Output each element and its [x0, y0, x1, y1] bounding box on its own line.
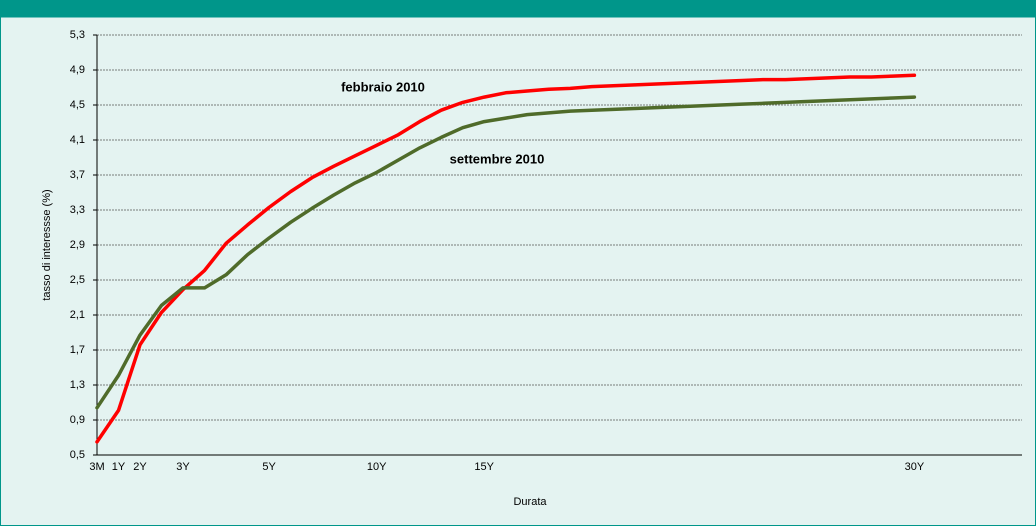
- y-tick-label: 2,1: [70, 309, 85, 321]
- y-tick-label: 2,9: [70, 239, 85, 251]
- x-tick-label: 10Y: [367, 461, 387, 473]
- y-tick-label: 3,7: [70, 169, 85, 181]
- y-tick-label: 3,3: [70, 204, 85, 216]
- y-tick-label: 0,5: [70, 449, 85, 461]
- x-tick-label: 3M: [89, 461, 104, 473]
- x-tick-label: 30Y: [905, 461, 925, 473]
- y-tick-label: 4,1: [70, 134, 85, 146]
- y-axis-label: tasso di interessse (%): [41, 189, 53, 300]
- y-tick-label: 4,5: [70, 99, 85, 111]
- series-label: settembre 2010: [450, 151, 545, 166]
- x-tick-label: 1Y: [112, 461, 126, 473]
- x-tick-label: 3Y: [176, 461, 190, 473]
- x-tick-label: 15Y: [474, 461, 494, 473]
- y-tick-label: 1,3: [70, 379, 85, 391]
- x-axis-label: Durata: [513, 496, 547, 508]
- x-tick-label: 5Y: [262, 461, 276, 473]
- y-tick-label: 2,5: [70, 274, 85, 286]
- y-tick-label: 5,3: [70, 29, 85, 41]
- x-tick-label: 2Y: [133, 461, 147, 473]
- series-label: febbraio 2010: [341, 79, 425, 94]
- y-tick-label: 0,9: [70, 414, 85, 426]
- series-line: [95, 95, 917, 410]
- panel: [0, 16, 1036, 526]
- y-tick-label: 1,7: [70, 344, 85, 356]
- y-tick-label: 4,9: [70, 64, 85, 76]
- header-bar: [0, 0, 1036, 17]
- series-line: [95, 73, 917, 444]
